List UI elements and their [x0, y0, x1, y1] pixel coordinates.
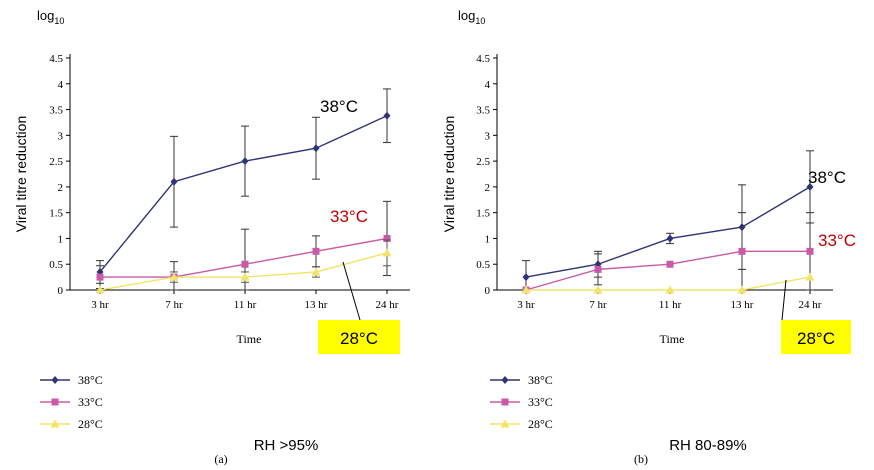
- x-tick-label: 11 hr: [659, 299, 682, 311]
- x-tick-label: 24 hr: [376, 299, 399, 311]
- legend-label: 38°C: [528, 373, 553, 387]
- panel-label: (b): [634, 452, 648, 466]
- y-tick-label: 1.5: [476, 208, 490, 220]
- data-point: [169, 272, 179, 281]
- x-tick-label: 3 hr: [517, 299, 535, 311]
- data-point: [96, 273, 104, 281]
- y-tick-label: 2.5: [49, 156, 63, 168]
- data-point: [240, 272, 250, 281]
- y-tick-label: 0: [58, 285, 64, 297]
- annotation-label: 28°C: [340, 329, 378, 348]
- data-point: [383, 111, 391, 120]
- y-tick-label: 0.5: [476, 259, 490, 271]
- x-tick-label: 11 hr: [234, 299, 257, 311]
- data-point: [665, 285, 675, 294]
- y-tick-label: 0.5: [49, 259, 63, 271]
- series-triangle: [95, 239, 392, 294]
- panel-caption: RH >95%: [254, 437, 319, 454]
- x-tick-label: 24 hr: [799, 299, 822, 311]
- y-tick-label: 4.5: [476, 53, 490, 65]
- log-subscript: 10: [475, 16, 485, 26]
- x-axis-label: Time: [237, 332, 262, 346]
- data-point: [312, 144, 320, 153]
- data-point: [170, 177, 178, 186]
- y-tick-label: 3: [485, 130, 491, 142]
- legend-marker: [501, 398, 509, 406]
- data-point: [383, 234, 391, 242]
- annotation-highlight: [318, 320, 400, 354]
- annotation-label: 33°C: [818, 231, 856, 250]
- data-point: [806, 182, 814, 191]
- legend-marker: [51, 376, 59, 384]
- log-prefix: log: [37, 8, 54, 23]
- y-tick-label: 2: [58, 182, 64, 194]
- y-tick-label: 1.5: [49, 208, 63, 220]
- y-tick-label: 4.5: [49, 53, 63, 65]
- data-point: [311, 267, 321, 276]
- x-tick-label: 13 hr: [731, 299, 754, 311]
- legend-marker: [501, 376, 509, 384]
- legend-label: 33°C: [78, 395, 103, 409]
- y-tick-label: 1: [58, 233, 64, 245]
- legend-marker: [500, 419, 510, 428]
- data-point: [521, 285, 531, 294]
- legend-marker: [51, 398, 59, 406]
- annotation-leader-line: [342, 261, 361, 321]
- y-axis-label: Viral titre reduction: [441, 116, 457, 232]
- y-tick-label: 3.5: [49, 105, 63, 117]
- legend-label: 38°C: [78, 373, 103, 387]
- y-tick-label: 3.5: [476, 105, 490, 117]
- panel-label: (a): [214, 452, 227, 466]
- data-point: [666, 260, 674, 268]
- x-tick-label: 7 hr: [589, 299, 607, 311]
- log-subscript: 10: [54, 16, 64, 26]
- y-tick-label: 2.5: [476, 156, 490, 168]
- y-tick-label: 4: [485, 79, 491, 91]
- annotation-leader-line: [781, 279, 787, 321]
- data-point: [312, 247, 320, 255]
- annotation-label: 38°C: [320, 97, 358, 116]
- legend-label: 33°C: [528, 395, 553, 409]
- legend-marker: [50, 419, 60, 428]
- log10-label: log10: [458, 8, 485, 26]
- data-point: [522, 273, 530, 282]
- data-point: [738, 247, 746, 255]
- annotation-label: 28°C: [797, 329, 835, 348]
- data-point: [95, 285, 105, 294]
- y-tick-label: 4: [58, 79, 64, 91]
- y-tick-label: 0: [485, 285, 491, 297]
- y-tick-label: 1: [485, 233, 491, 245]
- x-tick-label: 13 hr: [305, 299, 328, 311]
- log-prefix: log: [458, 8, 475, 23]
- legend-label: 28°C: [528, 417, 553, 431]
- data-point: [241, 260, 249, 268]
- y-tick-label: 2: [485, 182, 491, 194]
- annotation-highlight: [781, 320, 851, 354]
- y-tick-label: 3: [58, 130, 64, 142]
- data-point: [806, 247, 814, 255]
- panel-caption: RH 80-89%: [669, 437, 747, 454]
- data-point: [666, 234, 674, 243]
- y-axis-label: Viral titre reduction: [13, 116, 29, 232]
- data-point: [594, 265, 602, 273]
- data-point: [593, 285, 603, 294]
- x-axis-label: Time: [660, 332, 685, 346]
- data-point: [805, 272, 815, 281]
- data-point: [241, 157, 249, 166]
- log10-label: log10: [37, 8, 64, 26]
- data-point: [382, 248, 392, 257]
- legend-label: 28°C: [78, 417, 103, 431]
- x-tick-label: 7 hr: [165, 299, 183, 311]
- x-tick-label: 3 hr: [91, 299, 109, 311]
- annotation-label: 33°C: [330, 207, 368, 226]
- data-point: [737, 285, 747, 294]
- annotation-label: 38°C: [808, 168, 846, 187]
- series-triangle: [521, 272, 815, 294]
